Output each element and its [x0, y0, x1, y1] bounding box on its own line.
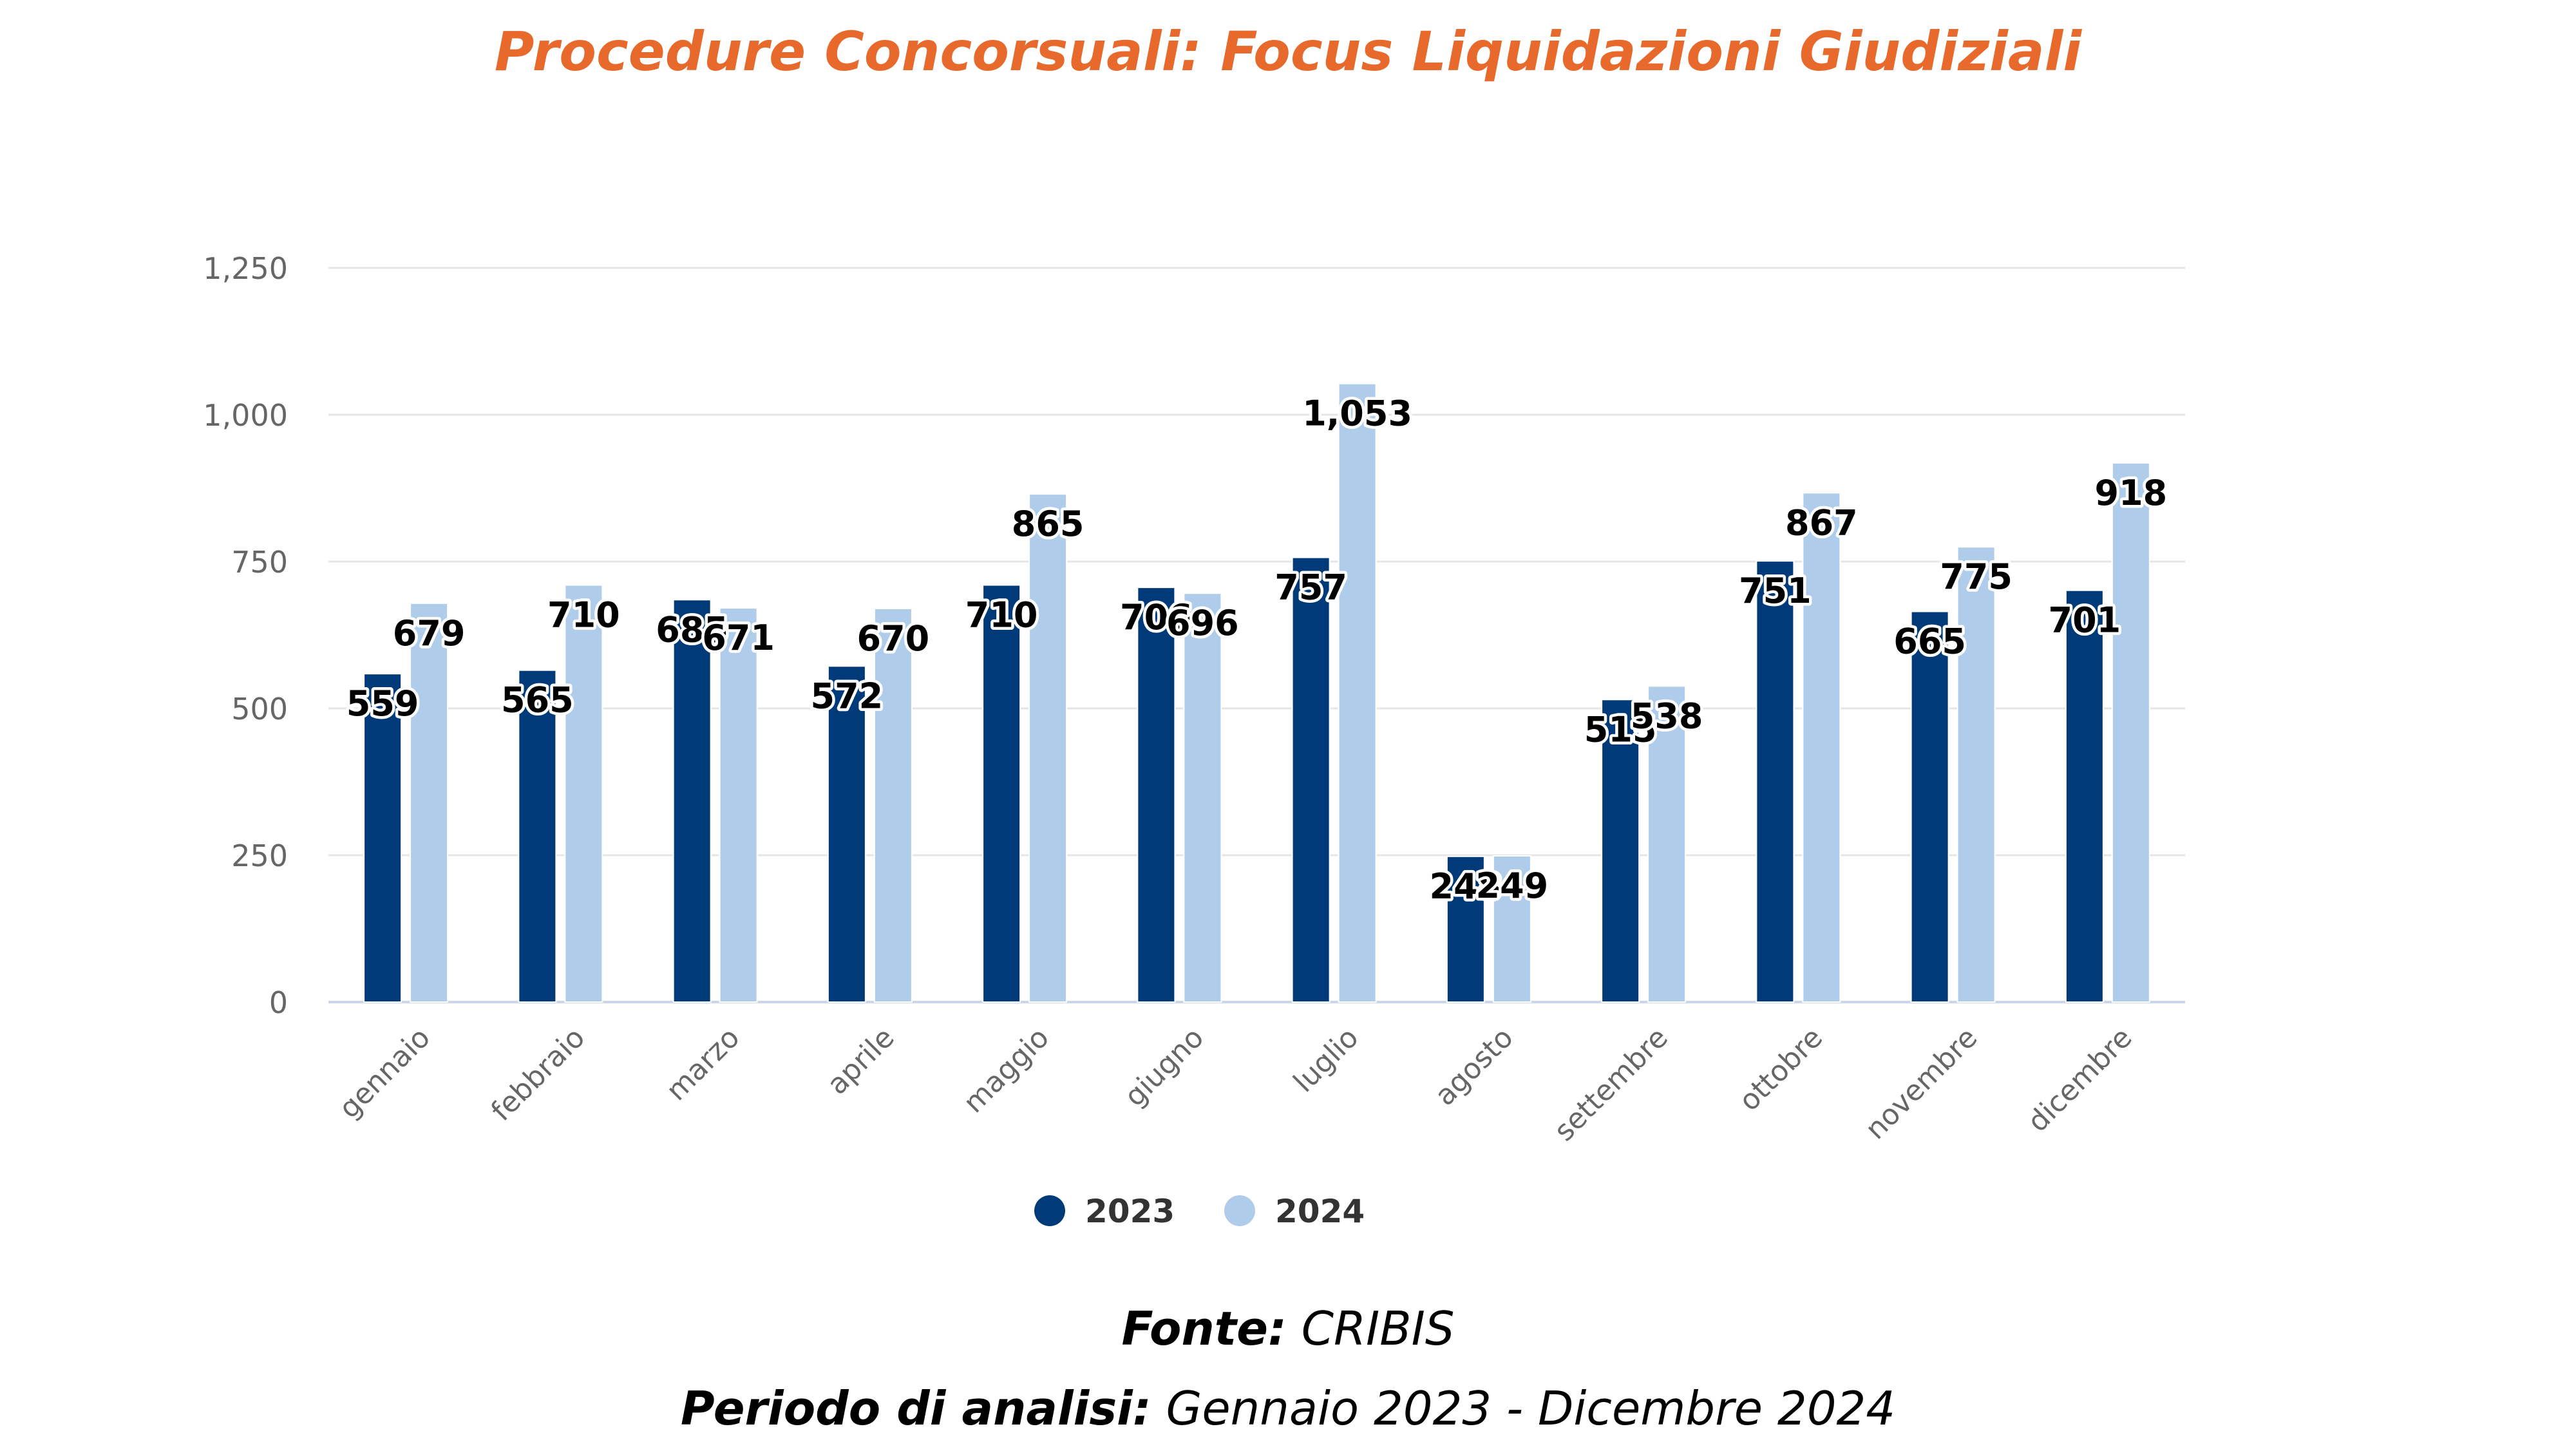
x-tick-label: novembre [1859, 1021, 1984, 1146]
data-label-2023-settembre: 515 [1584, 709, 1657, 750]
footer-source: Fonte: CRIBIS [0, 1300, 2576, 1358]
bar-2024-maggio[interactable] [1028, 493, 1068, 1003]
bar-2023-giugno[interactable] [1137, 587, 1176, 1003]
bar-2024-ottobre[interactable] [1802, 492, 1841, 1003]
legend-marker [1034, 1195, 1065, 1226]
y-tick-label: 750 [231, 545, 288, 580]
data-label-2023-novembre: 665 [1893, 621, 1966, 662]
bar-2023-luglio[interactable] [1291, 556, 1331, 1003]
bar-2024-agosto[interactable] [1492, 855, 1531, 1003]
footer-period: Periodo di analisi: Gennaio 2023 - Dicem… [0, 1379, 2576, 1437]
x-tick-label: ottobre [1733, 1021, 1830, 1118]
period-value: Gennaio 2023 - Dicembre 2024 [1166, 1381, 1896, 1435]
legend-label: 2023 [1085, 1193, 1175, 1230]
y-tick-label: 1,250 [203, 251, 288, 286]
legend-item-2024[interactable]: 2024 [1224, 1193, 1365, 1230]
x-axis-ticks: gennaio febbraio marzo aprile maggio giugno lu… [333, 1021, 2139, 1148]
x-tick-label: maggio [957, 1021, 1056, 1120]
data-label-2023-marzo: 685 [656, 609, 728, 650]
bar-2023-settembre[interactable] [1601, 699, 1640, 1003]
bar-2024-dicembre[interactable] [2111, 462, 2150, 1003]
data-label-2023-agosto: 248 [1430, 866, 1502, 907]
bar-2023-novembre[interactable] [1910, 611, 1949, 1003]
data-label-2024-agosto: 249 [1476, 866, 1549, 906]
legend-marker [1224, 1195, 1255, 1226]
data-label-2023-febbraio: 565 [501, 680, 574, 721]
data-label-2024-ottobre: 867 [1785, 502, 1858, 543]
y-tick-label: 0 [269, 985, 288, 1020]
bar-2023-ottobre[interactable] [1756, 560, 1795, 1003]
y-tick-label: 1,000 [203, 398, 288, 433]
data-label-2023-ottobre: 751 [1739, 571, 1812, 611]
data-label-2024-marzo: 671 [702, 618, 775, 658]
data-label-2024-settembre: 538 [1631, 696, 1703, 736]
source-value: CRIBIS [1301, 1302, 1455, 1356]
x-tick-label: febbraio [485, 1021, 591, 1128]
bar-2023-aprile[interactable] [827, 665, 866, 1003]
data-label-2023-luglio: 757 [1274, 567, 1347, 608]
x-tick-label: giugno [1118, 1021, 1210, 1113]
bar-2023-maggio[interactable] [982, 584, 1021, 1003]
data-label-2024-maggio: 865 [1012, 504, 1084, 544]
grid-lines [328, 267, 2185, 1003]
data-label-2023-gennaio: 559 [346, 683, 419, 724]
data-label-2024-dicembre: 918 [2095, 473, 2168, 513]
legend-item-2023[interactable]: 2023 [1034, 1193, 1175, 1230]
data-label-2023-dicembre: 701 [2049, 600, 2121, 641]
data-label-2023-maggio: 710 [965, 594, 1038, 635]
y-axis-ticks: 0 250 500 750 1,000 1,250 [203, 251, 288, 1020]
bar-2024-marzo[interactable] [719, 607, 758, 1003]
data-label-2024-gennaio: 679 [393, 613, 466, 654]
data-label-2023-giugno: 706 [1120, 597, 1193, 638]
bar-2024-novembre[interactable] [1956, 546, 1996, 1003]
bar-2024-luglio[interactable] [1338, 383, 1377, 1003]
bar-2024-settembre[interactable] [1647, 685, 1687, 1003]
bar-2024-aprile[interactable] [873, 607, 913, 1003]
legend[interactable]: 2023 2024 [1034, 1193, 1365, 1230]
legend-label: 2024 [1275, 1193, 1365, 1230]
chart-title: Procedure Concorsuali: Focus Liquidazion… [494, 20, 2082, 83]
x-tick-label: settembre [1548, 1021, 1674, 1148]
period-label: Periodo di analisi: [680, 1381, 1151, 1435]
source-label: Fonte: [1121, 1302, 1287, 1356]
bar-2023-gennaio[interactable] [363, 673, 402, 1003]
y-tick-label: 250 [231, 838, 288, 873]
x-tick-label: luglio [1287, 1021, 1365, 1099]
bars [363, 383, 2150, 1003]
x-tick-label: aprile [821, 1021, 901, 1101]
bar-2023-dicembre[interactable] [2065, 589, 2104, 1003]
data-label-2023-aprile: 572 [811, 676, 884, 716]
bar-2024-febbraio[interactable] [564, 584, 603, 1003]
bar-2023-marzo[interactable] [672, 599, 712, 1003]
bar-2024-giugno[interactable] [1183, 592, 1222, 1003]
data-label-2024-novembre: 775 [1940, 556, 2012, 597]
x-tick-label: gennaio [333, 1021, 437, 1125]
x-tick-label: agosto [1428, 1021, 1519, 1112]
data-label-2024-aprile: 670 [857, 618, 930, 659]
data-label-2024-febbraio: 710 [547, 594, 620, 635]
data-label-2024-luglio: 1,053 [1302, 393, 1412, 434]
x-tick-label: dicembre [2022, 1021, 2139, 1139]
data-label-2024-giugno: 696 [1166, 603, 1239, 643]
x-tick-label: marzo [660, 1021, 746, 1108]
bar-2024-gennaio[interactable] [410, 602, 449, 1003]
bar-2023-agosto[interactable] [1446, 855, 1485, 1003]
bar-2023-febbraio[interactable] [518, 669, 557, 1003]
y-tick-label: 500 [231, 692, 288, 726]
